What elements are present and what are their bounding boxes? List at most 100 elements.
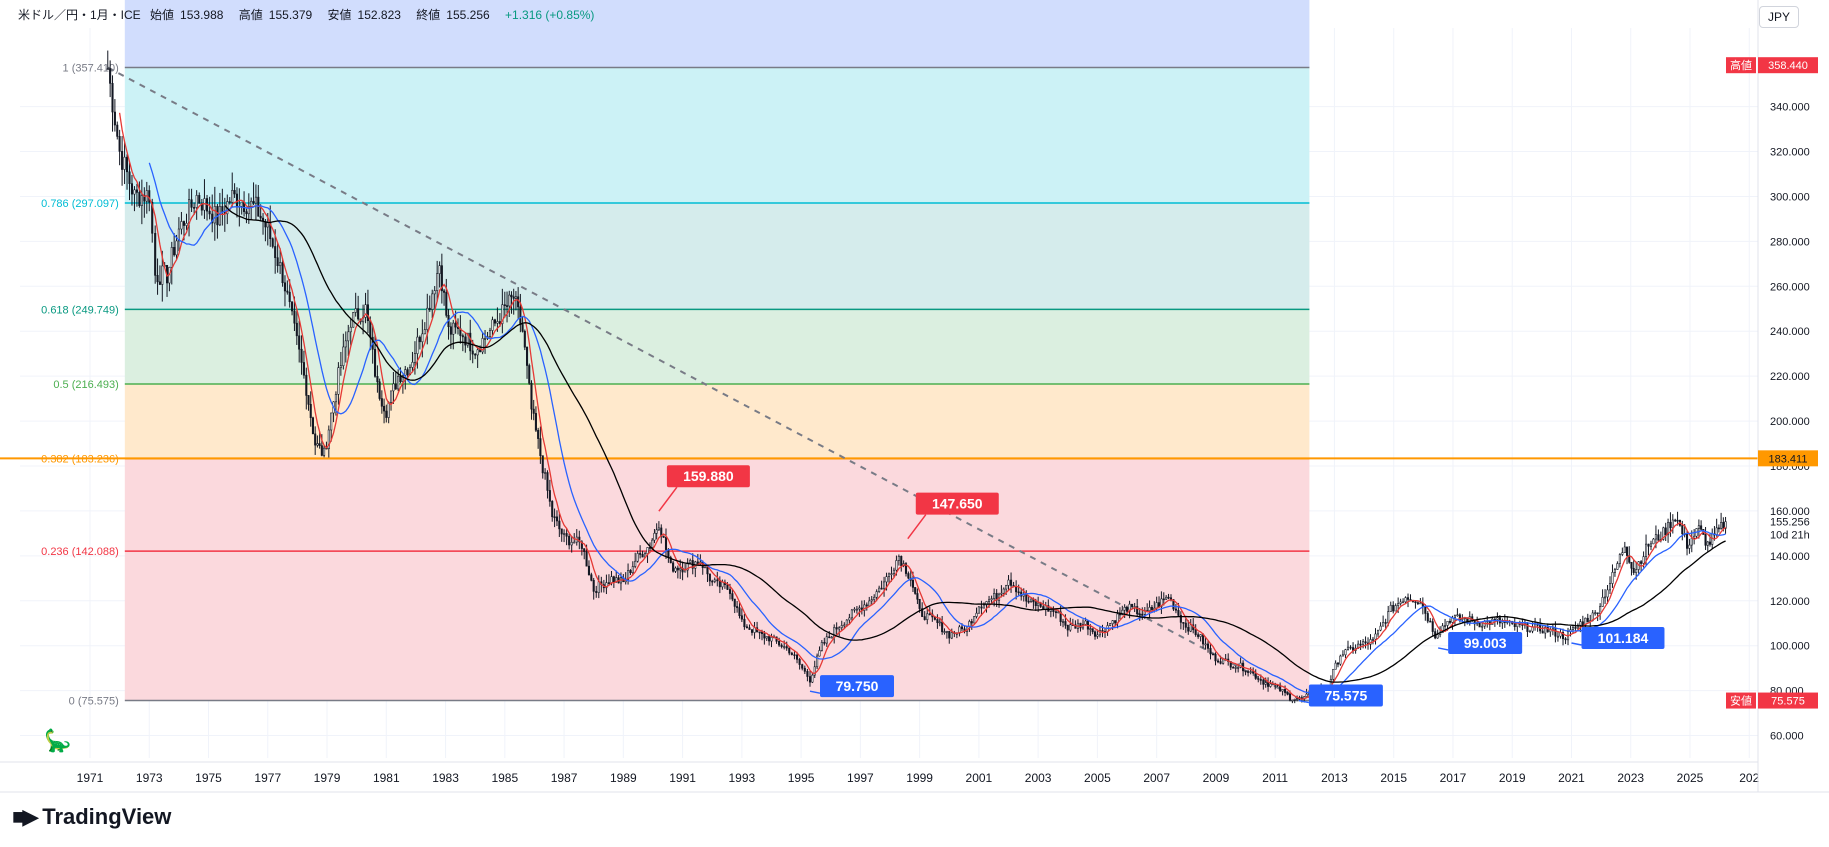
candle-body xyxy=(1219,661,1222,664)
candle-body xyxy=(1586,617,1589,623)
candle-body xyxy=(858,607,861,610)
candle-body xyxy=(816,655,819,668)
candle-body xyxy=(870,599,873,602)
candle-body xyxy=(423,329,426,335)
fib-level-label: 1 (357.410) xyxy=(63,63,119,75)
candle-body xyxy=(1604,596,1607,599)
candle-body xyxy=(646,547,649,554)
candle-body xyxy=(1690,537,1693,546)
candle-body xyxy=(607,582,610,584)
candle-body xyxy=(1010,579,1013,586)
x-tick-label: 1991 xyxy=(669,771,696,785)
candle-body xyxy=(493,319,496,324)
candle-body xyxy=(977,606,980,614)
candle-body xyxy=(1685,533,1689,549)
candle-body xyxy=(399,375,402,382)
candle-body xyxy=(629,570,632,574)
candle-body xyxy=(551,501,554,518)
candle-body xyxy=(1160,598,1163,607)
currency-selector[interactable]: JPY xyxy=(1758,6,1799,28)
candle-body xyxy=(283,282,287,292)
candle-body xyxy=(748,627,751,630)
candle-body xyxy=(1209,648,1212,655)
candle-body xyxy=(546,472,549,491)
callout-label: 99.003 xyxy=(1464,635,1507,651)
candle-body xyxy=(323,447,326,456)
candle-body xyxy=(121,151,124,170)
candle-body xyxy=(560,528,563,535)
candle-body xyxy=(151,202,154,234)
candle-body xyxy=(318,443,321,446)
y-tick-label: 340.000 xyxy=(1770,102,1810,114)
candle-body xyxy=(868,600,871,607)
candle-body xyxy=(848,617,851,621)
y-tick-label: 200.000 xyxy=(1770,416,1810,428)
candle-body xyxy=(228,201,231,203)
candle-body xyxy=(1715,527,1718,535)
fib-zone xyxy=(124,67,1310,203)
candle-body xyxy=(669,557,672,564)
fib-level-label: 0.786 (297.097) xyxy=(41,198,119,210)
candle-body xyxy=(1162,598,1165,601)
candle-body xyxy=(726,584,729,590)
candle-body xyxy=(768,636,771,642)
candle-body xyxy=(875,591,878,598)
candle-body xyxy=(1025,594,1028,602)
candle-body xyxy=(1182,622,1185,624)
candle-body xyxy=(1069,624,1072,631)
candle-body xyxy=(394,383,397,390)
callout-pointer xyxy=(1298,699,1310,704)
candle-body xyxy=(474,353,477,356)
x-tick-label: 2007 xyxy=(1143,771,1170,785)
candle-body xyxy=(1676,519,1679,522)
candle-body xyxy=(1284,689,1287,693)
candle-body xyxy=(798,659,801,665)
candle-body xyxy=(466,332,469,346)
candle-body xyxy=(521,324,524,332)
candle-body xyxy=(1441,625,1444,633)
candle-body xyxy=(587,565,591,576)
tradingview-logo[interactable]: ■▶ TradingView xyxy=(12,804,171,830)
candle-body xyxy=(1431,621,1434,632)
candle-body xyxy=(1630,561,1633,569)
candle-body xyxy=(158,281,161,285)
y-tick-label: 140.000 xyxy=(1770,551,1810,563)
candle-body xyxy=(133,189,136,195)
candle-body xyxy=(988,599,991,602)
candle-body xyxy=(655,529,658,534)
candle-body xyxy=(627,570,630,580)
candle-body xyxy=(1015,586,1018,593)
candle-body xyxy=(471,350,474,355)
candle-body xyxy=(330,412,333,431)
candle-body xyxy=(1394,605,1397,612)
candle-body xyxy=(1574,627,1577,629)
candle-body xyxy=(195,195,198,208)
x-tick-label: 2015 xyxy=(1380,771,1407,785)
candle-body xyxy=(1249,671,1252,673)
candle-body xyxy=(279,262,282,267)
candle-body xyxy=(271,238,274,247)
candle-body xyxy=(1165,596,1168,600)
price-badge-value: 358.440 xyxy=(1768,60,1808,72)
candle-body xyxy=(1247,671,1250,673)
candle-body xyxy=(835,627,838,630)
candle-body xyxy=(1611,572,1614,584)
candle-body xyxy=(708,573,711,582)
candle-body xyxy=(674,567,677,572)
candle-body xyxy=(1187,627,1190,632)
x-tick-label: 2013 xyxy=(1321,771,1348,785)
candle-body xyxy=(745,626,748,629)
candle-body xyxy=(738,607,741,617)
candle-body xyxy=(1389,604,1392,612)
candle-body xyxy=(1458,614,1461,620)
candle-body xyxy=(820,642,823,651)
candle-body xyxy=(1339,655,1342,665)
candle-body xyxy=(686,562,689,571)
candle-body xyxy=(481,338,484,353)
candle-body xyxy=(911,579,915,588)
candle-body xyxy=(1359,643,1362,646)
candle-body xyxy=(950,632,953,639)
candle-body xyxy=(1344,649,1347,656)
legend-open-label: 始値 xyxy=(150,8,175,22)
